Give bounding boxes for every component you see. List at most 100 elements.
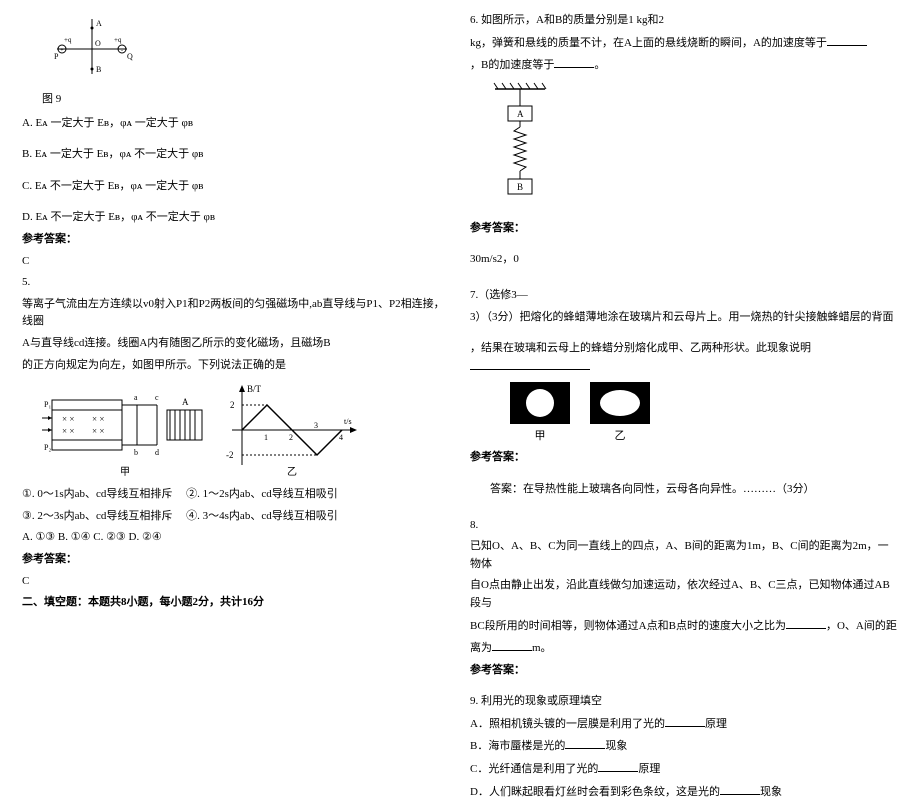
q5-o1: ①. 0～1s内ab、cd导线互相排斥 — [22, 488, 172, 500]
svg-text:P₁: P₁ — [44, 400, 51, 409]
q6-diagram: A B — [490, 81, 898, 214]
svg-text:3: 3 — [314, 421, 318, 430]
svg-text:+q: +q — [64, 36, 72, 44]
q9-a-t2: 原理 — [705, 718, 727, 730]
svg-text:Q: Q — [127, 52, 133, 61]
q8-text6: m。 — [532, 642, 552, 654]
q8-text1: 已知O、A、B、C为同一直线上的四点，A、B间的距离为1m，B、C间的距离为2m… — [470, 538, 898, 573]
circuit-figure-icon: P₁ P₂ × × × × × × × × a c b d — [42, 380, 212, 480]
q8-blank1 — [786, 617, 826, 629]
q8-text2: 自O点由静止出发，沿此直线做匀加速运动，依次经过A、B、C三点，已知物体通过AB… — [470, 577, 898, 612]
q7-line1: 3）（3分）把熔化的蜂蜡薄地涂在玻璃片和云母片上。用一烧热的针尖接触蜂蜡层的背面 — [470, 309, 898, 327]
svg-text:d: d — [155, 448, 159, 457]
q6-answer: 30m/s2，0 — [470, 251, 898, 269]
svg-text:4: 4 — [339, 433, 343, 442]
q6-line1: 6. 如图所示，A和B的质量分别是1 kg和2 — [470, 12, 898, 30]
q5-o2: ②. 1～2s内ab、cd导线互相吸引 — [186, 488, 338, 500]
q7-line2: ，结果在玻璃和云母上的蜂蜡分别熔化成甲、乙两种形状。此现象说明 — [470, 340, 898, 376]
q9-b-t: B．海市蜃楼是光的 — [470, 740, 565, 752]
q6-line2: kg，弹簧和悬线的质量不计，在A上面的悬线烧断的瞬间，A的加速度等于 — [470, 34, 898, 53]
q7-blank — [470, 358, 590, 370]
svg-text:× ×: × × — [92, 414, 104, 424]
q9-c-t2: 原理 — [638, 763, 660, 775]
q9-b: B．海市蜃楼是光的 现象 — [470, 737, 898, 756]
q8-line4: 离为 m。 — [470, 639, 898, 658]
q6-line3: ，B的加速度等于 。 — [470, 56, 898, 75]
q5-choices: A. ①③ B. ①④ C. ②③ D. ②④ — [22, 529, 450, 547]
q5-answer-label: 参考答案： — [22, 551, 450, 569]
q8-text4: ，O、A间的距 — [826, 620, 897, 632]
shape-jia: 甲 — [510, 382, 570, 443]
q6-answer-label: 参考答案： — [470, 220, 898, 238]
q9-a-t: A．照相机镜头镀的一层膜是利用了光的 — [470, 718, 665, 730]
q5-answer: C — [22, 573, 450, 591]
q6-blank2 — [554, 56, 594, 68]
q9-a: A．照相机镜头镀的一层膜是利用了光的 原理 — [470, 715, 898, 734]
svg-text:t/s: t/s — [344, 417, 352, 426]
bt-graph-icon: B/T 2 -2 1 2 3 4 t/s 乙 — [222, 380, 362, 480]
svg-text:A: A — [96, 19, 102, 28]
q7-answer-label: 参考答案： — [470, 449, 898, 467]
q9-d-t: D．人们眯起眼看灯丝时会看到彩色条纹，这是光的 — [470, 786, 720, 798]
q8-text5: 离为 — [470, 642, 492, 654]
svg-text:a: a — [134, 393, 138, 402]
q5-text2: A与直导线cd连接。线圈A内有随图乙所示的变化磁场，且磁场B — [22, 335, 450, 353]
q9-b-t2: 现象 — [605, 740, 627, 752]
right-column: 6. 如图所示，A和B的质量分别是1 kg和2 kg，弹簧和悬线的质量不计，在A… — [460, 8, 908, 643]
section2-heading: 二、填空题：本题共8小题，每小题2分，共计16分 — [22, 594, 450, 612]
svg-text:甲: 甲 — [120, 467, 130, 478]
svg-text:B: B — [517, 182, 523, 192]
svg-text:+q: +q — [114, 36, 122, 44]
svg-text:1: 1 — [264, 433, 268, 442]
q9-c-blank — [598, 760, 638, 772]
ellipse-wax-icon — [590, 382, 650, 424]
svg-text:× ×: × × — [62, 414, 74, 424]
q7-number: 7.（选修3— — [470, 287, 898, 305]
q6-text1: kg，弹簧和悬线的质量不计，在A上面的悬线烧断的瞬间，A的加速度等于 — [470, 37, 827, 49]
q5-o3: ③. 2～3s内ab、cd导线互相排斥 — [22, 510, 172, 522]
svg-text:O: O — [95, 39, 101, 48]
shape-yi: 乙 — [590, 382, 650, 443]
q4-option-b: B. Eᴀ 一定大于 Eʙ，φᴀ 不一定大于 φʙ — [22, 146, 450, 164]
q8-line3: BC段所用的时间相等，则物体通过A点和B点时的速度大小之比为 ，O、A间的距 — [470, 617, 898, 636]
point-charge-figure-icon: + - P Q A B O +q +q — [42, 14, 142, 84]
fig9-label: 图 9 — [42, 91, 450, 109]
svg-text:2: 2 — [289, 433, 293, 442]
svg-text:b: b — [134, 448, 138, 457]
q4-option-d: D. Eᴀ 不一定大于 Eʙ，φᴀ 不一定大于 φʙ — [22, 209, 450, 227]
q5-text1: 等离子气流由左方连续以v0射入P1和P2两板间的匀强磁场中,ab直导线与P1、P… — [22, 296, 450, 331]
q8-answer-label: 参考答案： — [470, 662, 898, 680]
q5-subopts-row1: ①. 0～1s内ab、cd导线互相排斥 ②. 1～2s内ab、cd导线互相吸引 — [22, 486, 450, 504]
q7-diagram: 甲 乙 — [510, 382, 898, 443]
q8-text3: BC段所用的时间相等，则物体通过A点和B点时的速度大小之比为 — [470, 620, 786, 632]
q6-blank1 — [827, 34, 867, 46]
svg-text:× ×: × × — [62, 426, 74, 436]
yi-label: 乙 — [590, 427, 650, 443]
spring-mass-icon: A B — [490, 81, 550, 211]
q5-text3: 的正方向规定为向左，如图甲所示。下列说法正确的是 — [22, 357, 450, 375]
q4-answer-label: 参考答案： — [22, 231, 450, 249]
svg-text:-: - — [121, 48, 123, 54]
jia-label: 甲 — [510, 427, 570, 443]
q4-diagram: + - P Q A B O +q +q 图 9 — [42, 14, 450, 109]
svg-text:c: c — [155, 393, 159, 402]
q9-b-blank — [565, 737, 605, 749]
q6-text3: 。 — [594, 59, 605, 71]
q7-answer: 答案：在导热性能上玻璃各向同性，云母各向异性。………（3分） — [470, 481, 898, 499]
q4-answer: C — [22, 253, 450, 271]
q9-a-blank — [665, 715, 705, 727]
q8-blank2 — [492, 639, 532, 651]
q6-text2: ，B的加速度等于 — [470, 59, 554, 71]
q5-subopts-row2: ③. 2～3s内ab、cd导线互相排斥 ④. 3～4s内ab、cd导线互相吸引 — [22, 508, 450, 526]
svg-text:B/T: B/T — [247, 384, 262, 394]
svg-text:-2: -2 — [226, 450, 234, 460]
q9-d: D．人们眯起眼看灯丝时会看到彩色条纹，这是光的 现象 — [470, 783, 898, 801]
q7-text2: ，结果在玻璃和云母上的蜂蜡分别熔化成甲、乙两种形状。此现象说明 — [470, 342, 811, 354]
q5-o4: ④. 3～4s内ab、cd导线互相吸引 — [186, 510, 338, 522]
svg-text:乙: 乙 — [287, 466, 297, 478]
svg-text:A: A — [182, 397, 189, 407]
circle-wax-icon — [510, 382, 570, 424]
left-column: + - P Q A B O +q +q 图 9 A. Eᴀ 一定大于 Eʙ，φᴀ… — [12, 8, 460, 643]
svg-text:B: B — [96, 65, 101, 74]
q9-d-t2: 现象 — [760, 786, 782, 798]
